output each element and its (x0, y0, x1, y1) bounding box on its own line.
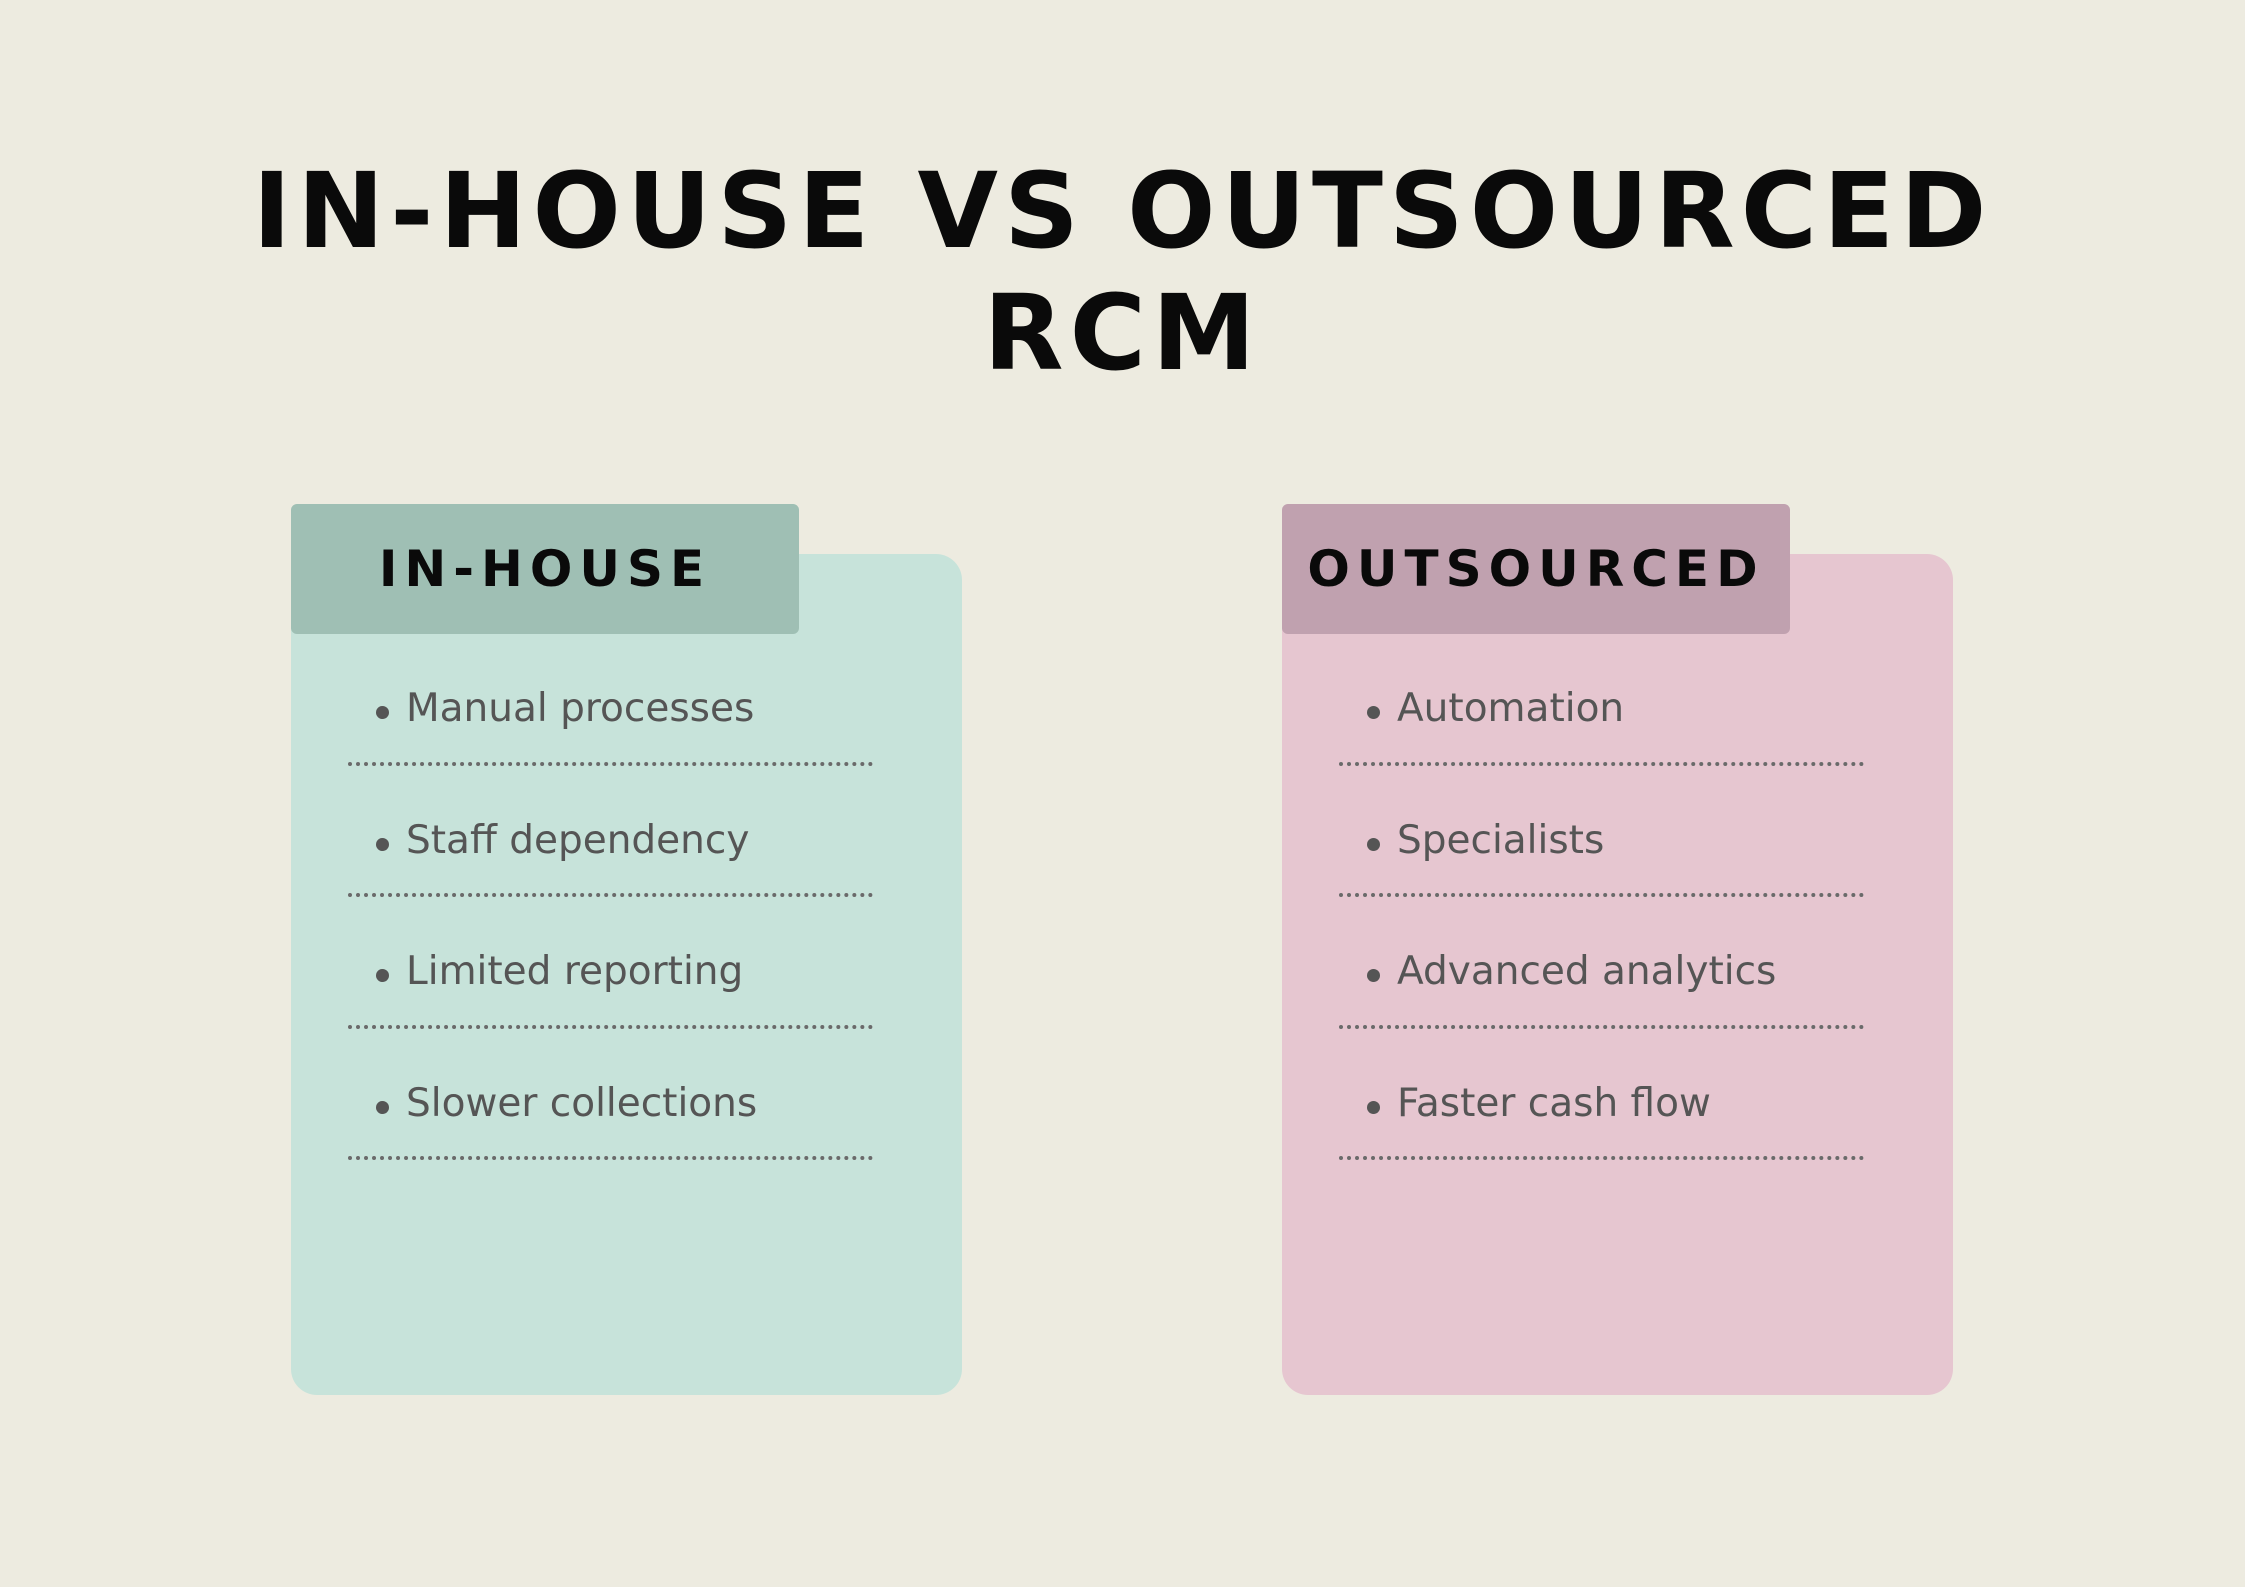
in-house-card (291, 554, 962, 1395)
bullet-icon (376, 1100, 389, 1114)
title-line-1: In-House vs Outsourced (252, 150, 1993, 272)
bullet-icon (1367, 1100, 1380, 1114)
item-label: Manual processes (406, 686, 755, 731)
bullet-icon (1367, 706, 1380, 719)
bullet-icon (376, 706, 389, 719)
list-item: Specialists (1339, 766, 1864, 897)
item-label: Advanced analytics (1397, 949, 1777, 994)
item-label: Slower collections (406, 1080, 758, 1126)
page-title: In-House vs Outsourced RCM (0, 150, 2245, 394)
list-item: Slower collections (348, 1029, 873, 1160)
item-label: Faster cash flow (1397, 1080, 1711, 1126)
item-label: Staff dependency (406, 817, 750, 863)
list-item: Faster cash flow (1339, 1029, 1864, 1160)
bullet-icon (376, 837, 389, 851)
bullet-icon (376, 969, 389, 982)
title-line-2: RCM (983, 272, 1262, 394)
list-item: Automation (1339, 634, 1864, 766)
list-item: Staff dependency (348, 766, 873, 897)
outsourced-list: Automation Specialists Advanced analytic… (1339, 634, 1864, 1160)
in-house-heading: IN-HOUSE (291, 504, 799, 634)
list-item: Advanced analytics (1339, 897, 1864, 1029)
outsourced-card (1282, 554, 1953, 1395)
bullet-icon (1367, 969, 1380, 982)
item-label: Specialists (1397, 817, 1605, 863)
in-house-list: Manual processes Staff dependency Limite… (348, 634, 873, 1160)
item-label: Automation (1397, 686, 1625, 731)
bullet-icon (1367, 837, 1380, 851)
outsourced-heading: OUTSOURCED (1282, 504, 1790, 634)
list-item: Manual processes (348, 634, 873, 766)
list-item: Limited reporting (348, 897, 873, 1029)
item-label: Limited reporting (406, 949, 744, 994)
